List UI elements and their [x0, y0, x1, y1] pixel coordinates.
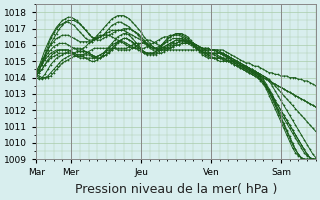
X-axis label: Pression niveau de la mer( hPa ): Pression niveau de la mer( hPa )	[75, 183, 277, 196]
